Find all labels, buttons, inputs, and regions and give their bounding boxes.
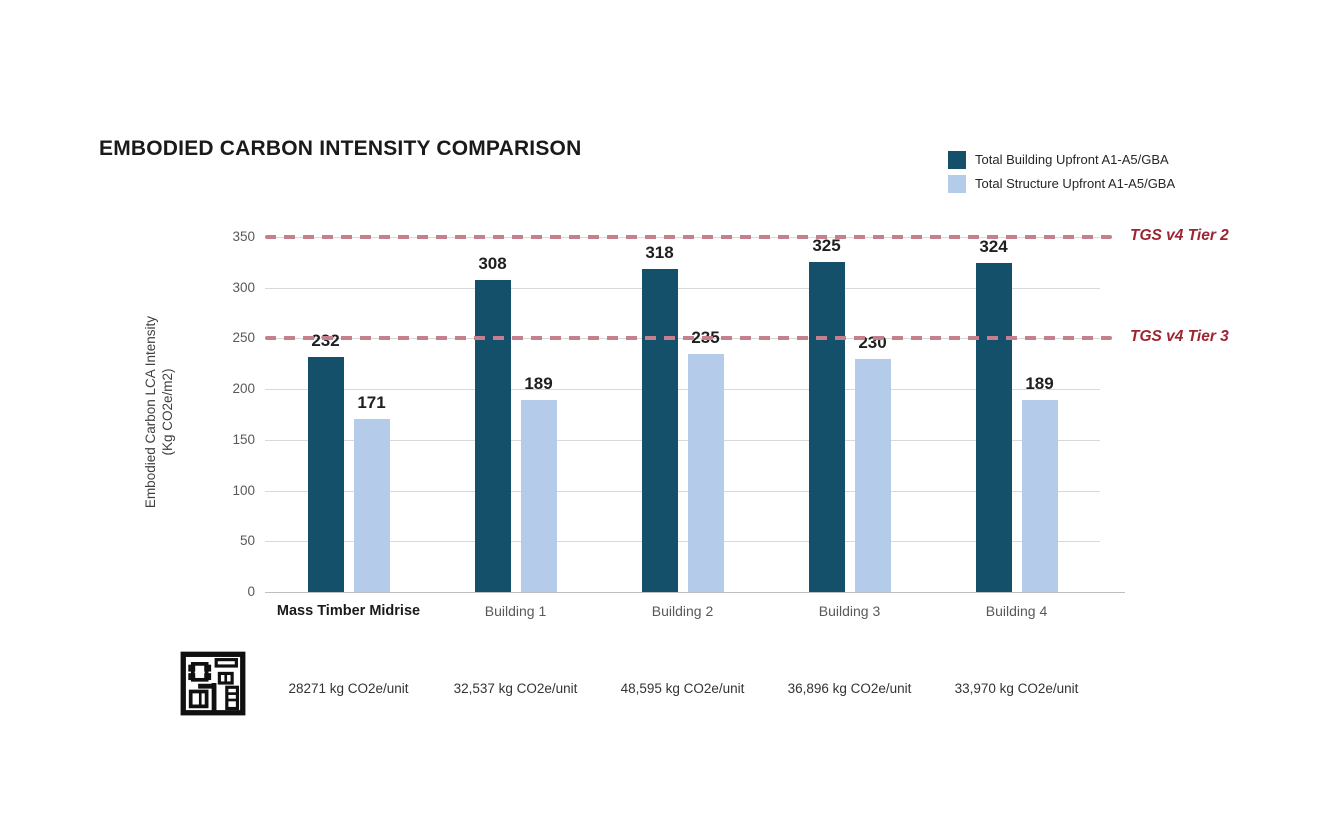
bar-building	[641, 269, 678, 592]
unit-value-label: 28271 kg CO2e/unit	[288, 681, 409, 696]
unit-value-label: 32,537 kg CO2e/unit	[453, 681, 578, 696]
unit-value-label: 36,896 kg CO2e/unit	[787, 681, 912, 696]
bar-structure	[520, 400, 557, 592]
y-tick-label: 50	[239, 533, 255, 549]
y-tick-label: 150	[232, 431, 255, 447]
y-tick-label: 300	[232, 279, 255, 295]
y-axis-title: Embodied Carbon LCA Intensity (Kg CO2e/m…	[142, 292, 176, 532]
bar-building	[307, 356, 344, 592]
legend-label-structure: Total Structure Upfront A1-A5/GBA	[975, 176, 1176, 191]
category-label: Building 3	[818, 603, 881, 619]
bar-value-label: 318	[645, 243, 674, 263]
gridline	[265, 287, 1100, 289]
gridline	[265, 389, 1100, 391]
tier-label: TGS v4 Tier 2	[1130, 227, 1229, 244]
y-tick-label: 200	[232, 381, 255, 397]
legend-item-building: Total Building Upfront A1-A5/GBA	[948, 150, 1175, 169]
y-tick-label: 350	[232, 229, 255, 244]
bar-value-label: 325	[812, 236, 841, 256]
category-label: Building 2	[651, 603, 714, 619]
y-axis-title-line2: (Kg CO2e/m2)	[160, 368, 175, 456]
unit-value-label: 33,970 kg CO2e/unit	[954, 681, 1079, 696]
unit-value-label: 48,595 kg CO2e/unit	[620, 681, 745, 696]
bar-structure	[1021, 400, 1058, 592]
legend: Total Building Upfront A1-A5/GBA Total S…	[948, 150, 1175, 198]
legend-swatch-structure	[948, 174, 966, 193]
bar-building	[808, 262, 845, 592]
page-title: EMBODIED CARBON INTENSITY COMPARISON	[99, 137, 582, 160]
tier-label: TGS v4 Tier 3	[1130, 328, 1229, 346]
tier-line	[265, 235, 1112, 239]
floor-plan-icon	[180, 651, 246, 716]
category-label: Mass Timber Midrise	[276, 603, 421, 619]
bar-building	[975, 263, 1012, 592]
legend-swatch-building	[948, 150, 966, 169]
bar-building	[474, 279, 511, 592]
y-tick-label: 250	[232, 330, 255, 346]
gridline	[265, 592, 1126, 593]
tier-line	[265, 336, 1112, 341]
gridline	[265, 541, 1100, 543]
gridline	[265, 439, 1100, 441]
bar-structure	[353, 418, 390, 592]
bar-structure	[687, 353, 724, 592]
bar-structure	[854, 358, 891, 592]
bar-value-label: 324	[979, 237, 1008, 257]
bar-value-label: 171	[357, 392, 386, 412]
category-label: Building 1	[484, 603, 547, 619]
y-axis-title-line1: Embodied Carbon LCA Intensity	[143, 315, 158, 509]
y-tick-label: 0	[247, 584, 255, 599]
legend-label-building: Total Building Upfront A1-A5/GBA	[975, 152, 1169, 167]
bar-value-label: 189	[524, 374, 553, 394]
gridline	[265, 490, 1100, 492]
bar-value-label: 308	[478, 253, 507, 273]
legend-item-structure: Total Structure Upfront A1-A5/GBA	[948, 174, 1175, 193]
bar-value-label: 189	[1025, 374, 1054, 394]
category-label: Building 4	[985, 603, 1048, 619]
y-tick-label: 100	[232, 482, 255, 498]
bar-value-label: 232	[311, 330, 340, 350]
